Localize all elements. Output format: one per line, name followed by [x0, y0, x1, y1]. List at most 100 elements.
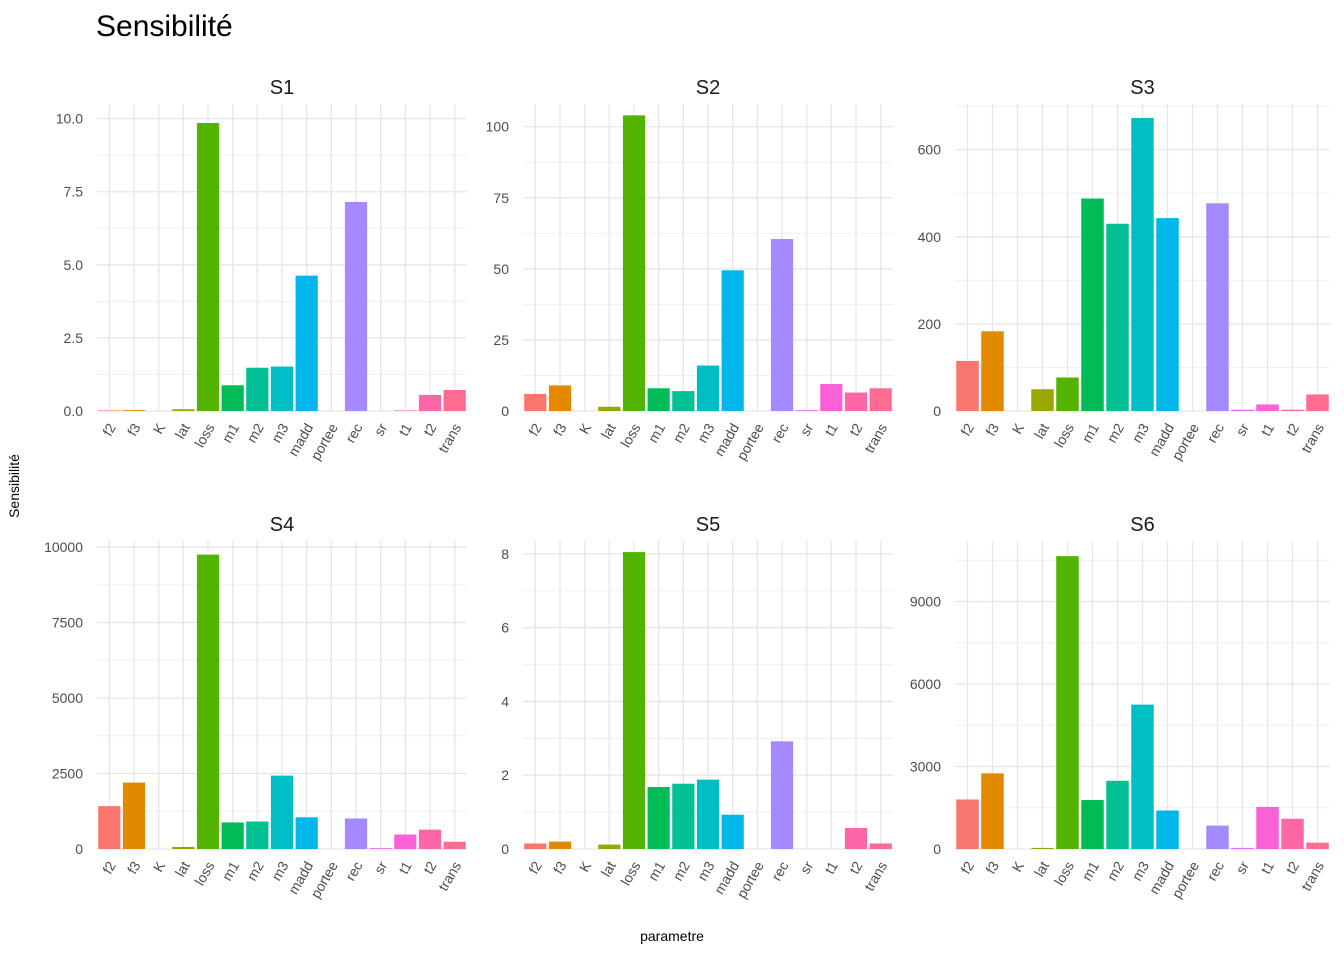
x-tick-label: t2 [846, 858, 866, 876]
bar-loss [196, 554, 220, 849]
x-tick-label: m2 [1104, 858, 1128, 883]
x-tick-label: sr [797, 420, 817, 438]
bar-t1 [820, 383, 843, 411]
y-tick-label: 25 [493, 332, 509, 348]
bar-sr [1231, 847, 1254, 849]
bar-madd [1156, 810, 1179, 849]
x-tick-label: t1 [395, 420, 415, 438]
x-tick-label: t1 [1257, 420, 1277, 438]
y-tick-label: 6 [501, 620, 509, 636]
x-tick-label: f3 [982, 420, 1002, 438]
x-tick-label: trans [861, 859, 890, 894]
x-tick-label: f3 [550, 420, 570, 438]
bar-f3 [981, 773, 1004, 849]
x-tick-label: t2 [1282, 858, 1302, 876]
x-tick-label: K [1009, 858, 1028, 875]
x-tick-label: m3 [1129, 858, 1153, 883]
x-tick-label: sr [797, 858, 817, 876]
x-tick-label: m3 [694, 858, 718, 883]
y-tick-label: 10000 [44, 539, 83, 555]
bar-lat [1031, 847, 1054, 849]
x-tick-label: lat [172, 858, 193, 879]
bar-m3 [1131, 117, 1154, 411]
bar-f3 [122, 782, 146, 849]
y-tick-label: 3000 [910, 759, 941, 775]
bar-trans [869, 843, 892, 849]
bar-madd [721, 270, 744, 411]
x-tick-label: loss [1051, 859, 1077, 889]
bar-rec [770, 239, 794, 411]
x-tick-label: sr [371, 858, 391, 876]
bar-trans [443, 389, 466, 411]
bar-m1 [647, 787, 670, 849]
bar-f2 [98, 410, 121, 411]
panel-title: S4 [270, 514, 294, 536]
x-tick-label: K [150, 420, 169, 437]
bar-trans [443, 841, 466, 849]
x-tick-label: trans [1298, 859, 1327, 894]
y-tick-label: 5000 [52, 690, 83, 706]
x-tick-label: f2 [957, 420, 977, 438]
y-tick-label: 100 [486, 119, 510, 135]
bar-f2 [956, 799, 979, 849]
x-tick-label: t2 [420, 420, 440, 438]
bar-f3 [981, 331, 1004, 411]
bar-m1 [221, 385, 244, 411]
bar-lat [598, 406, 621, 411]
bar-m1 [221, 822, 244, 849]
bar-lat [172, 409, 195, 411]
bar-f3 [548, 385, 572, 411]
x-tick-label: f3 [124, 858, 144, 876]
x-tick-label: f2 [99, 420, 119, 438]
x-tick-label: sr [1232, 858, 1252, 876]
panel-title: S5 [696, 514, 720, 536]
bar-m2 [1106, 223, 1129, 411]
x-tick-label: f2 [957, 858, 977, 876]
x-tick-label: f3 [550, 858, 570, 876]
y-tick-label: 4 [501, 693, 509, 709]
bar-m1 [1081, 800, 1104, 849]
y-tick-label: 0 [933, 403, 941, 419]
bar-t2 [1281, 818, 1304, 849]
panel-title: S2 [696, 77, 720, 99]
bar-madd [295, 817, 318, 849]
bar-f2 [98, 806, 121, 849]
y-tick-label: 0 [75, 841, 83, 857]
bar-f2 [956, 360, 979, 411]
x-tick-label: rec [1204, 859, 1228, 884]
x-tick-label: loss [191, 859, 217, 889]
x-tick-label: m3 [268, 858, 292, 883]
x-tick-label: m1 [645, 858, 669, 883]
x-tick-label: K [1009, 420, 1028, 437]
bar-loss [622, 552, 646, 849]
y-tick-label: 2 [501, 767, 509, 783]
bar-rec [344, 201, 368, 411]
bar-m2 [246, 367, 269, 411]
x-tick-label: sr [371, 420, 391, 438]
x-tick-label: m1 [219, 858, 243, 883]
bar-f2 [524, 843, 547, 849]
panel-title: S1 [270, 77, 294, 99]
y-tick-label: 400 [918, 229, 942, 245]
y-tick-label: 10.0 [56, 111, 83, 127]
panel-title: S6 [1130, 514, 1154, 536]
y-tick-label: 8 [501, 546, 509, 562]
x-tick-label: K [576, 420, 595, 437]
bar-trans [1306, 394, 1329, 411]
x-tick-label: m1 [1079, 420, 1103, 445]
bar-m3 [270, 366, 294, 411]
x-tick-label: lat [172, 420, 193, 441]
y-tick-label: 5.0 [64, 257, 84, 273]
y-tick-label: 9000 [910, 594, 941, 610]
bar-t2 [418, 394, 442, 411]
y-tick-label: 7500 [52, 615, 83, 631]
x-tick-label: m3 [694, 420, 718, 445]
y-tick-label: 50 [493, 261, 509, 277]
bar-lat [172, 846, 195, 849]
x-tick-label: loss [617, 421, 643, 451]
x-tick-label: m2 [1104, 420, 1128, 445]
